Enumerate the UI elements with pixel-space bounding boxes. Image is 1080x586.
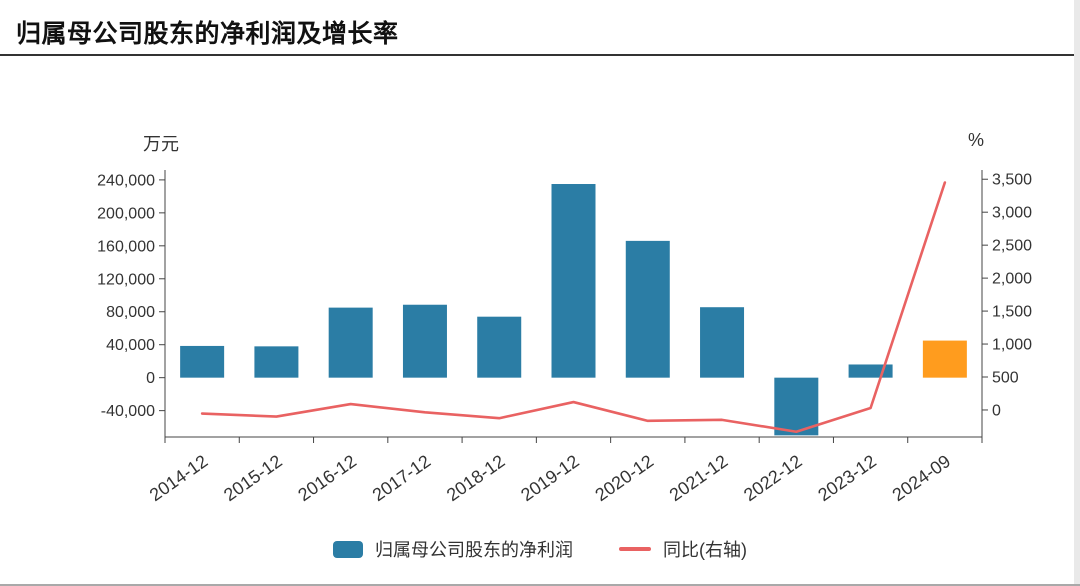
bar-2018-12 <box>477 316 522 378</box>
x-category-label: 2014-12 <box>146 451 212 505</box>
x-category-label: 2022-12 <box>740 451 806 505</box>
x-category-label: 2018-12 <box>443 451 509 505</box>
left-tick-label: 160,000 <box>97 238 155 255</box>
bar-2015-12 <box>254 346 299 378</box>
bar-2024-09 <box>922 340 967 378</box>
left-tick-label: -40,000 <box>101 403 155 420</box>
right-tick-label: 500 <box>992 370 1019 387</box>
x-category-label: 2024-09 <box>889 451 955 505</box>
bar-2019-12 <box>551 184 596 378</box>
legend-label-net-profit: 归属母公司股东的净利润 <box>375 540 573 560</box>
bar-2021-12 <box>700 307 745 378</box>
left-tick-label: 40,000 <box>106 337 155 354</box>
left-tick-label: 200,000 <box>97 205 155 222</box>
left-tick-label: 0 <box>146 370 155 387</box>
x-category-label: 2016-12 <box>294 451 360 505</box>
bar-2016-12 <box>328 307 373 378</box>
x-category-label: 2015-12 <box>220 451 286 505</box>
bar-2017-12 <box>402 304 447 378</box>
right-tick-label: 3,000 <box>992 205 1032 222</box>
bar-2023-12 <box>848 364 893 378</box>
bar-2014-12 <box>180 345 225 378</box>
line-swatch-icon <box>619 547 651 551</box>
right-tick-label: 2,500 <box>992 238 1032 255</box>
x-category-label: 2023-12 <box>814 451 880 505</box>
bar-2022-12 <box>774 377 819 436</box>
right-tick-label: 1,500 <box>992 304 1032 321</box>
left-tick-label: 120,000 <box>97 271 155 288</box>
legend-item-yoy[interactable]: 同比(右轴) <box>619 536 747 562</box>
right-tick-label: 2,000 <box>992 271 1032 288</box>
right-tick-label: 3,500 <box>992 172 1032 189</box>
left-tick-label: 240,000 <box>97 172 155 189</box>
legend-label-yoy: 同比(右轴) <box>663 540 747 560</box>
bar-2020-12 <box>625 240 670 378</box>
right-tick-label: 0 <box>992 402 1001 419</box>
legend-item-net-profit[interactable]: 归属母公司股东的净利润 <box>333 536 573 562</box>
scrollbar[interactable] <box>1074 0 1080 584</box>
right-tick-label: 1,000 <box>992 337 1032 354</box>
x-category-label: 2019-12 <box>517 451 583 505</box>
header: 归属母公司股东的净利润及增长率 <box>0 0 1080 56</box>
x-category-label: 2017-12 <box>369 451 435 505</box>
page-title: 归属母公司股东的净利润及增长率 <box>16 20 399 48</box>
left-axis-unit-label: 万元 <box>143 134 179 154</box>
x-category-label: 2020-12 <box>591 451 657 505</box>
legend: 归属母公司股东的净利润 同比(右轴) <box>0 536 1080 562</box>
x-category-label: 2021-12 <box>666 451 732 505</box>
growth-line <box>200 181 947 434</box>
bar-swatch-icon <box>333 540 363 558</box>
left-tick-label: 80,000 <box>106 304 155 321</box>
right-axis-unit-label: % <box>968 130 985 150</box>
